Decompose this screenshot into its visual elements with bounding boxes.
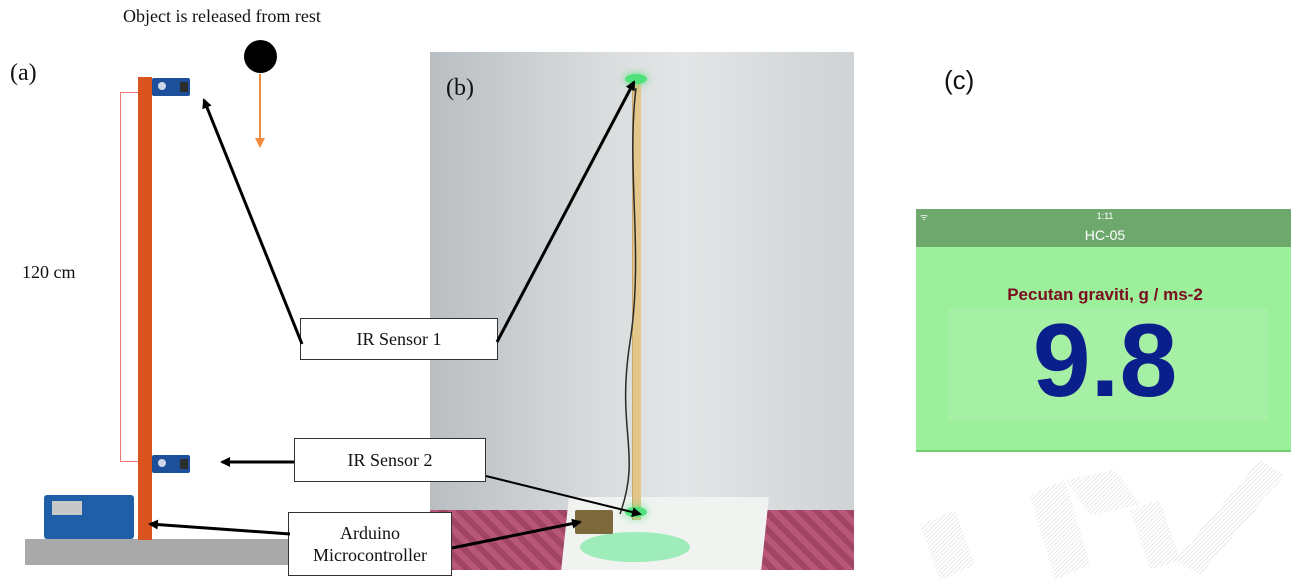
panel-label-b: (b) bbox=[446, 75, 474, 101]
arrow-ir1-to-sensor bbox=[202, 98, 304, 345]
apparatus-photo bbox=[430, 52, 854, 570]
value-panel bbox=[948, 309, 1268, 421]
falling-ball bbox=[244, 40, 277, 73]
callout-arduino-line2: Microcontroller bbox=[313, 545, 427, 565]
ir-sensor-1-illustration bbox=[152, 78, 190, 96]
signal-icon: ᯤ bbox=[920, 212, 929, 222]
reading-label: Pecutan graviti, g / ms-2 bbox=[1007, 285, 1203, 304]
ir-sensor-2-illustration bbox=[152, 455, 190, 473]
status-time: 1:11 bbox=[1096, 211, 1114, 221]
height-bracket bbox=[120, 92, 138, 462]
reading-value: 9.8 bbox=[1032, 303, 1178, 419]
callout-arduino-line1: Arduino bbox=[340, 523, 400, 543]
photo-sensor-1-led bbox=[625, 74, 647, 84]
arrow-arduino-to-board bbox=[148, 519, 291, 536]
app-title: HC-05 bbox=[1084, 227, 1126, 243]
arduino-board-illustration bbox=[44, 495, 134, 539]
panel-label-c: (c) bbox=[944, 65, 975, 95]
vertical-pole bbox=[138, 77, 152, 540]
photo-wire bbox=[619, 87, 637, 515]
release-caption: Object is released from rest bbox=[123, 6, 321, 26]
photo-led-glow bbox=[580, 532, 690, 562]
height-label: 120 cm bbox=[22, 262, 76, 282]
callout-ir-sensor-1: IR Sensor 1 bbox=[300, 318, 498, 360]
app-bar: ᯤ 1:11 HC-05 bbox=[916, 209, 1291, 247]
panel-label-a: (a) bbox=[10, 60, 37, 86]
callout-arduino: Arduino Microcontroller bbox=[288, 512, 452, 576]
callout-ir-sensor-2: IR Sensor 2 bbox=[294, 438, 486, 482]
watermark bbox=[920, 460, 1285, 580]
bluetooth-app-screen: ᯤ 1:11 HC-05 Pecutan graviti, g / ms-2 9… bbox=[916, 209, 1291, 452]
